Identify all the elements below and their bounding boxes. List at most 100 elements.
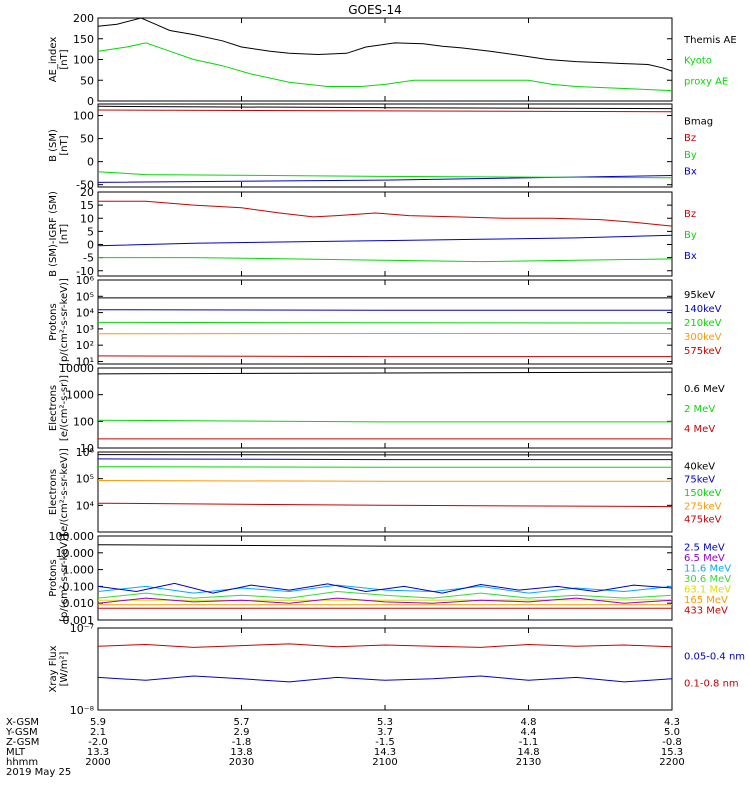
legend-label: 150keV: [684, 488, 722, 499]
legend-label: Bz: [684, 209, 696, 220]
y-tick-label: 100: [73, 415, 94, 428]
y-tick-label: 10⁻⁷: [70, 622, 94, 635]
ephemeris-value: 13.8: [230, 747, 252, 758]
legend-label: 11.6 MeV: [684, 564, 731, 575]
y-axis-label: B (SM)[nT]: [48, 129, 70, 162]
series-line-1: [97, 42, 673, 92]
legend-label: 165 MeV: [684, 595, 728, 606]
series-line-1: [97, 355, 672, 358]
y-tick-label: 10⁶: [76, 274, 95, 287]
y-axis-label-line: [e/(cm²-s-sr-keV)]: [59, 448, 70, 536]
y-tick-label: 50: [80, 74, 94, 87]
ephemeris-label: MLT: [6, 747, 26, 758]
panel-frame: [97, 451, 673, 533]
y-tick-label: -50: [76, 179, 94, 192]
ephemeris-value: 5.0: [664, 727, 680, 738]
y-axis-label: Protons[p/(cm²-s-sr-keV)]: [48, 278, 70, 366]
y-tick-label: -5: [83, 252, 94, 265]
legend-label: Themis AE: [683, 35, 737, 46]
legend-label: By: [684, 230, 697, 241]
series-line-1: [97, 502, 673, 508]
legend-label: Kyoto: [684, 56, 712, 67]
ephemeris-value: -1.8: [232, 737, 252, 748]
series-line-4: [97, 590, 673, 599]
legend-label: 140keV: [684, 304, 722, 315]
y-axis-label-line: AE_index: [48, 37, 59, 83]
y-axis-label-line: [e/(cm²-s-sr)]: [59, 375, 70, 441]
panel-frame: [97, 627, 673, 711]
y-tick-label: 0.100: [63, 580, 95, 593]
y-axis-label: Protons[p/(cm²-s-sr-keV)]: [48, 534, 70, 622]
ephemeris-value: -2.0: [88, 737, 108, 748]
series-line-3: [97, 371, 673, 375]
y-tick-label: 100: [73, 54, 94, 67]
ephemeris-table: X-GSM 5.9 5.7 5.3 4.8 4.3 Y-GSM 2.1 2.9 3.7 4.4 5.0…: [5, 717, 685, 778]
ephemeris-value: 4.8: [521, 717, 537, 728]
legend-label: 0.05-0.4 nm: [684, 651, 745, 662]
ephemeris-value: -1.1: [519, 737, 539, 748]
series-line-1: [97, 234, 673, 247]
ephemeris-value: 4.3: [664, 717, 680, 728]
legend-label: 300keV: [684, 332, 722, 343]
y-tick-label: 150: [73, 33, 94, 46]
y-tick-label: 10²: [76, 339, 94, 352]
y-axis-label-line: [p/(cm²-s-sr-keV)]: [59, 278, 70, 366]
y-axis-label: AE_index[nT]: [48, 37, 70, 83]
y-axis-label: Xray Flux[W/m²]: [48, 645, 70, 692]
y-tick-label: 10³: [76, 323, 94, 336]
series-line-4: [97, 309, 672, 311]
y-tick-label: 50: [80, 133, 94, 146]
y-tick-label: 10⁵: [76, 473, 94, 486]
panel-frame: [97, 535, 673, 621]
ephemeris-value: 14.3: [374, 747, 396, 758]
y-tick-label: 10¹: [76, 355, 94, 368]
ephemeris-label: X-GSM: [6, 717, 39, 728]
y-tick-label: 15: [80, 199, 94, 212]
legend-label: 95keV: [684, 290, 715, 301]
ephemeris-value: 2200: [659, 757, 684, 768]
series-line-1: [97, 643, 673, 648]
y-tick-label: -10: [76, 265, 94, 278]
legend-label: Bx: [684, 251, 697, 262]
y-tick-label: 0: [87, 239, 94, 252]
ephemeris-value: 5.3: [377, 717, 393, 728]
y-axis-label-line: Electrons: [48, 469, 59, 515]
series-line-2: [97, 480, 672, 482]
y-axis-label-line: [p/(cm²-s-sr-keV)]: [59, 534, 70, 622]
y-tick-label: 200: [73, 12, 94, 25]
y-tick-label: 10⁵: [76, 290, 94, 303]
y-tick-label: 10⁴: [76, 307, 95, 320]
legend-label: 475keV: [684, 515, 722, 526]
ephemeris-value: 2100: [372, 757, 397, 768]
y-axis-label-line: B (SM)-IGRF (SM): [48, 191, 59, 277]
y-tick-label: 1000: [66, 389, 94, 402]
y-axis-label-line: [nT]: [59, 49, 70, 69]
ephemeris-value: 3.7: [377, 727, 393, 738]
ephemeris-value: -1.5: [375, 737, 395, 748]
series-line-3: [97, 466, 672, 468]
series-line-2: [97, 419, 672, 423]
ephemeris-value: -0.8: [662, 737, 682, 748]
legend-label: 4 MeV: [684, 424, 715, 435]
legend-label: 433 MeV: [684, 606, 728, 617]
legend-label: 40keV: [684, 461, 715, 472]
y-tick-label: 10: [80, 442, 94, 455]
legend-label: 210keV: [684, 318, 722, 329]
y-axis-label: B (SM)-IGRF (SM)[nT]: [48, 191, 70, 277]
ephemeris-value: 5.9: [90, 717, 106, 728]
legend-label: Bz: [684, 133, 696, 144]
series-line-3: [97, 109, 673, 113]
series-line-6: [97, 597, 673, 604]
series-line-2: [98, 257, 673, 263]
y-tick-label: 10.000: [56, 547, 95, 560]
y-axis-label-line: [nT]: [59, 224, 70, 244]
series-line-3: [98, 200, 673, 227]
ephemeris-value: 2130: [516, 757, 541, 768]
